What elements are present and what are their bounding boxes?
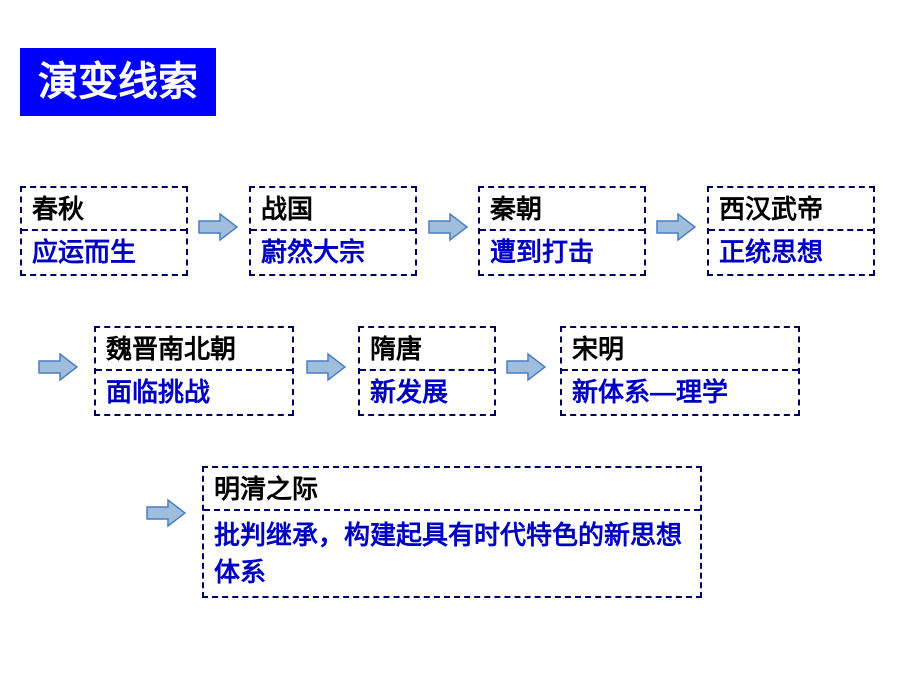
flow-node-desc: 新发展 — [360, 371, 494, 414]
arrow-right-icon — [506, 352, 546, 382]
flow-node: 魏晋南北朝面临挑战 — [94, 326, 294, 416]
flow-node-desc: 面临挑战 — [96, 371, 292, 414]
flow-node-desc: 蔚然大宗 — [251, 231, 415, 274]
flow-node-desc: 新体系—理学 — [562, 371, 798, 414]
flow-node-period: 春秋 — [22, 188, 186, 229]
flow-node: 隋唐新发展 — [358, 326, 496, 416]
flow-node: 战国蔚然大宗 — [249, 186, 417, 276]
flow-node-period: 宋明 — [562, 328, 798, 369]
flow-node-period: 魏晋南北朝 — [96, 328, 292, 369]
arrow-right-icon — [198, 212, 238, 242]
flow-node-period: 秦朝 — [480, 188, 644, 229]
arrow-right-icon — [428, 212, 468, 242]
arrow-right-icon — [146, 498, 186, 528]
flow-node-period: 战国 — [251, 188, 415, 229]
flow-node: 明清之际批判继承，构建起具有时代特色的新思想体系 — [202, 466, 702, 598]
arrow-right-icon — [38, 352, 78, 382]
flow-node: 秦朝遭到打击 — [478, 186, 646, 276]
page-title: 演变线索 — [20, 48, 216, 116]
arrow-right-icon — [306, 352, 346, 382]
flow-node-desc: 应运而生 — [22, 231, 186, 274]
arrow-right-icon — [656, 212, 696, 242]
flow-node-desc: 遭到打击 — [480, 231, 644, 274]
flow-node: 西汉武帝正统思想 — [707, 186, 875, 276]
flow-node-desc: 批判继承，构建起具有时代特色的新思想体系 — [204, 511, 700, 596]
page-title-text: 演变线索 — [38, 60, 198, 104]
flow-node: 宋明新体系—理学 — [560, 326, 800, 416]
flow-node: 春秋应运而生 — [20, 186, 188, 276]
flow-node-period: 西汉武帝 — [709, 188, 873, 229]
flow-node-desc: 正统思想 — [709, 231, 873, 274]
flow-node-period: 明清之际 — [204, 468, 700, 509]
flow-node-period: 隋唐 — [360, 328, 494, 369]
